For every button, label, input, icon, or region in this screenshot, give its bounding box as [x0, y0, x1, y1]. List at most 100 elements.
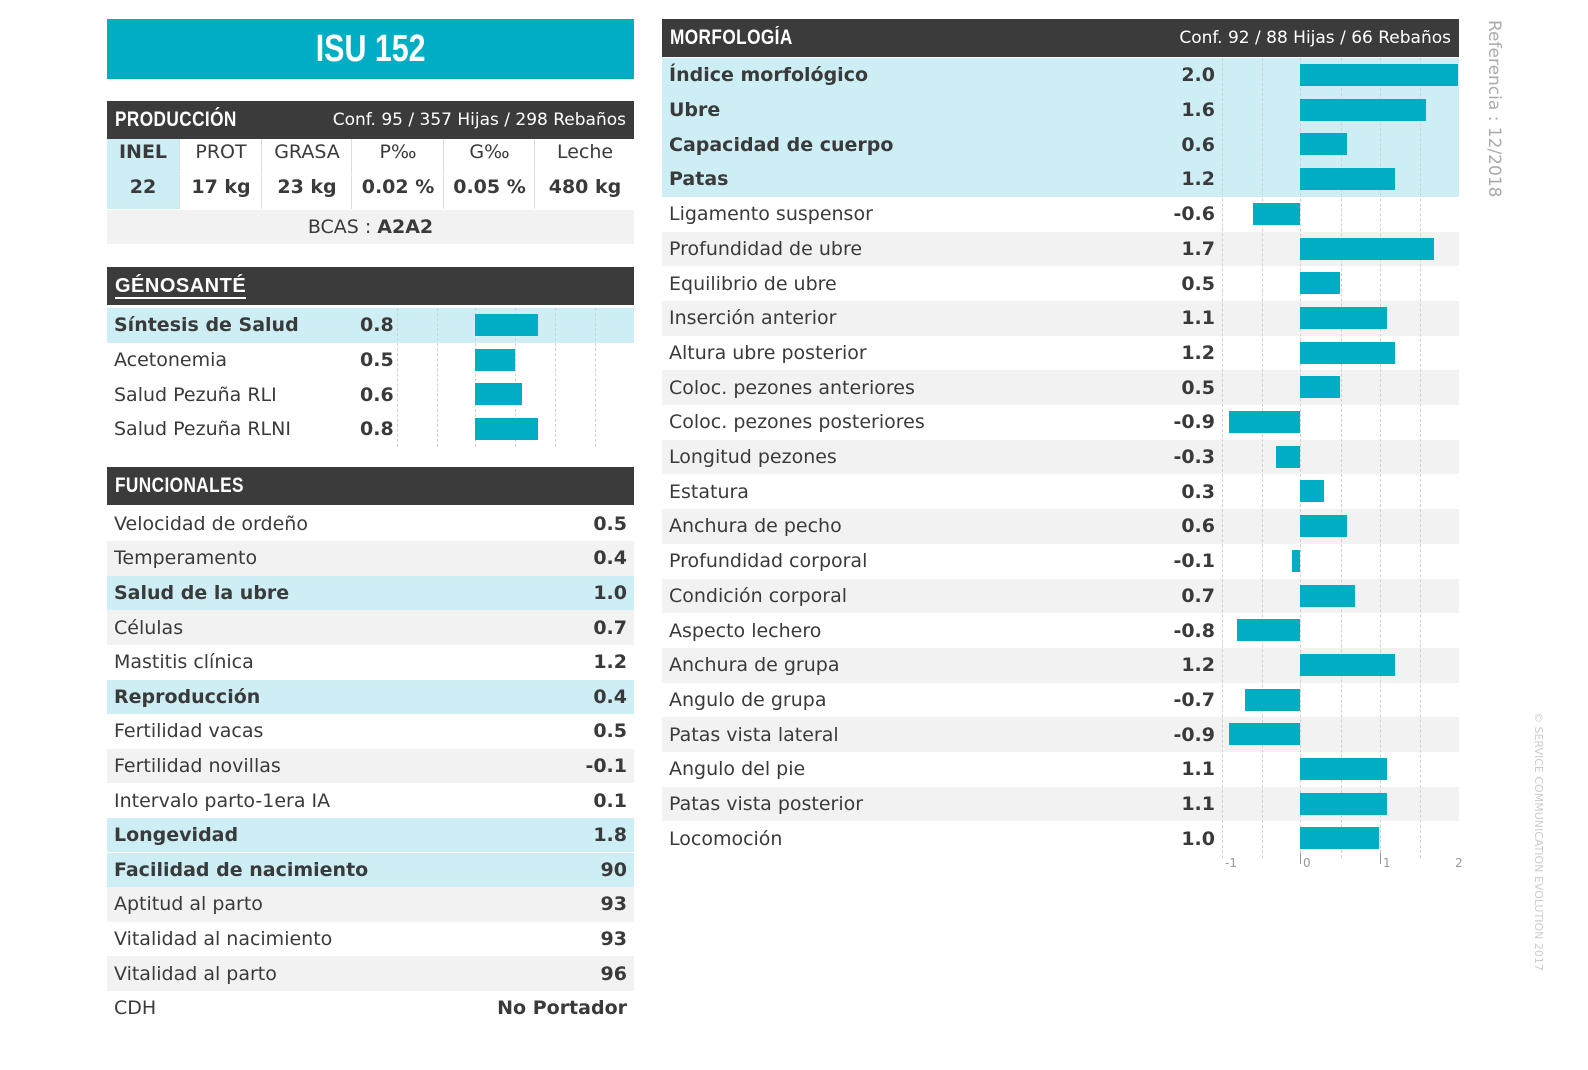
funcionales-row: Reproducción 0.4 [107, 679, 634, 715]
genosante-gridline [475, 308, 476, 447]
funcionales-row: Intervalo parto-1era IA 0.1 [107, 783, 634, 818]
morfologia-bar [1292, 549, 1300, 572]
bull-title: ISU 152 [315, 27, 426, 70]
morfologia-row-label: Aspecto lechero [669, 619, 822, 642]
morfologia-row-label: Patas vista posterior [669, 793, 864, 816]
genosante-row: Salud Pezuña RLI 0.6 [107, 377, 634, 412]
funcionales-row-label: Facilidad de nacimiento [114, 858, 369, 881]
morfologia-row-label: Estatura [669, 480, 749, 503]
funcionales-row-label: Fertilidad novillas [114, 754, 281, 777]
funcionales-row-label: CDH [114, 997, 157, 1020]
morfologia-bar [1300, 653, 1395, 676]
morfologia-row-value: 0.3 [1181, 480, 1215, 503]
morfologia-bar [1252, 202, 1300, 225]
funcionales-row: Fertilidad vacas 0.5 [107, 714, 634, 749]
morfologia-row-value: -0.7 [1173, 688, 1215, 711]
funcionales-row: Fertilidad novillas -0.1 [107, 748, 634, 784]
funcionales-row-value: 0.5 [593, 512, 627, 535]
morfologia-row-label: Profundidad de ubre [669, 237, 863, 260]
morfologia-bar [1300, 792, 1387, 815]
genosante-logo: GÉNOSANTÉ [115, 274, 247, 299]
genosante-bar [475, 348, 515, 371]
morfologia-row: Longitud pezones -0.3 [662, 439, 1459, 475]
morfologia-row-value: -0.6 [1173, 203, 1215, 226]
morfologia-row-label: Ligamento suspensor [669, 203, 873, 226]
morfologia-bar [1300, 237, 1435, 260]
morfologia-bar [1300, 64, 1458, 86]
genosante-row: Síntesis de Salud 0.8 [107, 308, 634, 343]
genosante-bar [475, 418, 539, 441]
morfologia-bar [1300, 133, 1348, 156]
funcionales-row-value: 1.8 [593, 824, 627, 847]
morfologia-row-label: Capacidad de cuerpo [669, 133, 894, 156]
genosante-logo-text: GÉNOSANTÉ [115, 274, 247, 299]
morfologia-gridline [1420, 58, 1421, 858]
morfologia-bar [1300, 758, 1387, 780]
funcionales-row: Velocidad de ordeño 0.5 [107, 507, 634, 542]
genosante-row-label: Acetonemia [114, 349, 228, 372]
morfologia-row: Coloc. pezones anteriores 0.5 [662, 370, 1459, 405]
bcas-label: BCAS : [307, 216, 372, 238]
morfologia-row-label: Coloc. pezones posteriores [669, 411, 925, 434]
funcionales-row: Vitalidad al nacimiento 93 [107, 922, 634, 957]
morfologia-bar [1300, 376, 1340, 399]
morfologia-row-label: Patas vista lateral [669, 723, 839, 746]
funcionales-row-value: 96 [600, 962, 627, 985]
morfologia-row: Patas vista lateral -0.9 [662, 717, 1459, 752]
funcionales-header: FUNCIONALES [107, 467, 634, 505]
funcionales-row-label: Longevidad [114, 824, 239, 847]
morfologia-row-label: Anchura de pecho [669, 515, 842, 538]
genosante-gridline [555, 308, 556, 447]
morfologia-row-label: Inserción anterior [669, 307, 837, 330]
morfologia-row-label: Locomoción [669, 827, 783, 850]
morfologia-bar [1300, 168, 1395, 191]
morfologia-row: Ligamento suspensor -0.6 [662, 197, 1459, 232]
produccion-title: PRODUCCIÓN [115, 108, 237, 131]
produccion-col-value: 0.02 % [361, 176, 435, 198]
morfologia-row-value: 1.7 [1181, 237, 1215, 260]
genosante-row-value: 0.8 [360, 314, 394, 337]
funcionales-row: Salud de la ubre 1.0 [107, 575, 634, 611]
genosante-row-value: 0.5 [360, 349, 394, 372]
morfologia-gridline [1341, 58, 1342, 858]
morfologia-bar [1300, 272, 1340, 295]
produccion-header: PRODUCCIÓN Conf. 95 / 357 Hijas / 298 Re… [107, 101, 634, 139]
morfologia-row: Locomoción 1.0 [662, 821, 1459, 856]
produccion-col-2: GRASA 23 kg [261, 139, 352, 209]
morfologia-bar [1300, 341, 1395, 364]
morfologia-row: Angulo de grupa -0.7 [662, 683, 1459, 718]
funcionales-row-value: 0.4 [593, 547, 627, 570]
morfologia-row-value: 0.5 [1181, 272, 1215, 295]
funcionales-row: Longevidad 1.8 [107, 817, 634, 853]
morfologia-row-value: 1.2 [1181, 654, 1215, 677]
funcionales-row: Temperamento 0.4 [107, 541, 634, 576]
funcionales-row-label: Aptitud al parto [114, 893, 263, 916]
morfologia-row-value: 1.1 [1181, 793, 1215, 816]
bcas-row: BCAS : A2A2 [107, 210, 634, 244]
produccion-col-3: P‰ 0.02 % [351, 139, 444, 209]
funcionales-row: Células 0.7 [107, 610, 634, 645]
morfologia-row-label: Angulo de grupa [669, 688, 827, 711]
bcas-value: A2A2 [377, 216, 434, 238]
funcionales-row-label: Células [114, 616, 184, 639]
morfologia-header: MORFOLOGÍA Conf. 92 / 88 Hijas / 66 Reba… [662, 19, 1459, 57]
genosante-row-value: 0.6 [360, 383, 394, 406]
genosante-gridline [437, 308, 438, 447]
morfologia-row-value: -0.1 [1173, 550, 1215, 573]
morfologia-bar [1300, 98, 1427, 121]
produccion-inel-cell [107, 139, 179, 209]
funcionales-row: Aptitud al parto 93 [107, 887, 634, 922]
morfologia-row: Coloc. pezones posteriores -0.9 [662, 405, 1459, 440]
funcionales-row-label: Vitalidad al parto [114, 962, 277, 985]
morfologia-row-value: 1.2 [1181, 341, 1215, 364]
morfologia-gridline [1300, 58, 1301, 858]
morfologia-row-value: -0.8 [1173, 619, 1215, 642]
produccion-col-header: GRASA [274, 141, 340, 163]
funcionales-row-value: 0.7 [593, 616, 627, 639]
produccion-table: INEL 22 PROT 17 kg GRASA 23 kg P‰ 0.02 % G‰ 0.05 … [107, 139, 634, 209]
funcionales-row: Facilidad de nacimiento 90 [107, 852, 634, 888]
referencia-label: Referencia : 12/2018 [1484, 20, 1504, 198]
morfologia-row-label: Índice morfológico [669, 64, 869, 87]
produccion-col-1: PROT 17 kg [179, 139, 262, 209]
morfologia-row-label: Ubre [669, 99, 721, 122]
